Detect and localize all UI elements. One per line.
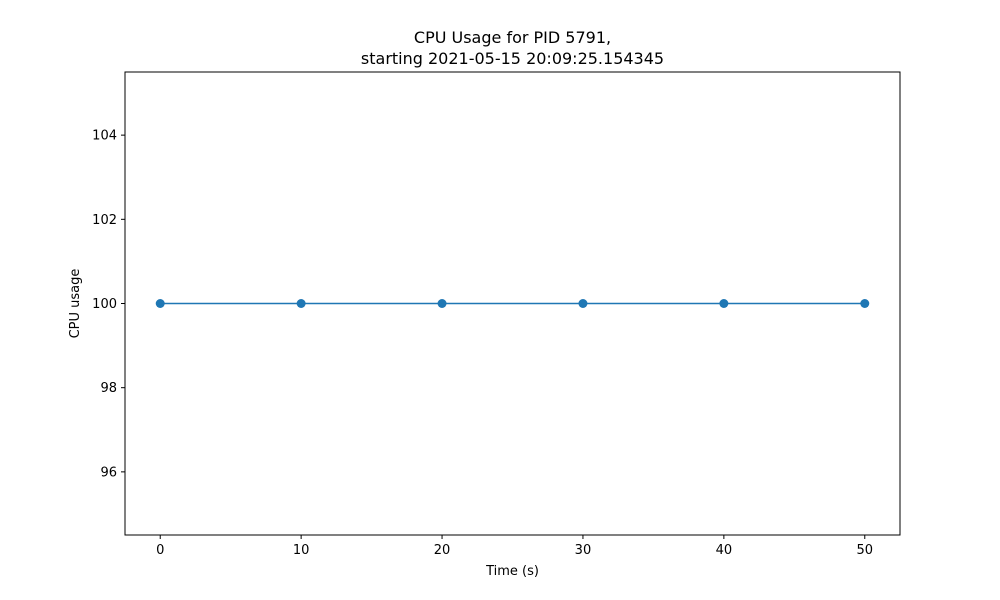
chart-subtitle: starting 2021-05-15 20:09:25.154345 — [361, 49, 664, 68]
data-point — [296, 299, 306, 308]
data-point — [578, 299, 588, 308]
chart-title: CPU Usage for PID 5791, — [414, 28, 611, 47]
y-tick-label: 104 — [92, 129, 117, 144]
data-point — [437, 299, 447, 308]
y-axis-label: CPU usage — [68, 269, 83, 339]
x-tick-label: 50 — [856, 543, 873, 558]
x-axis-label: Time (s) — [485, 564, 539, 579]
y-tick-label: 98 — [100, 381, 117, 396]
x-tick-label: 40 — [716, 543, 733, 558]
plot-area-frame — [124, 71, 901, 536]
y-tick-label: 96 — [100, 465, 117, 480]
y-tick-label: 100 — [92, 297, 117, 312]
x-tick-label: 30 — [575, 543, 592, 558]
data-point — [719, 299, 729, 308]
x-tick-label: 0 — [156, 543, 164, 558]
x-tick-label: 10 — [293, 543, 310, 558]
x-axis-ticks: 0 10 20 30 40 50 — [156, 535, 873, 558]
data-point — [860, 299, 870, 308]
y-tick-label: 102 — [92, 213, 117, 228]
y-axis-ticks: 96 98 100 102 104 — [92, 129, 125, 480]
data-point — [155, 299, 165, 308]
series-layer — [155, 299, 870, 308]
x-tick-label: 20 — [434, 543, 451, 558]
